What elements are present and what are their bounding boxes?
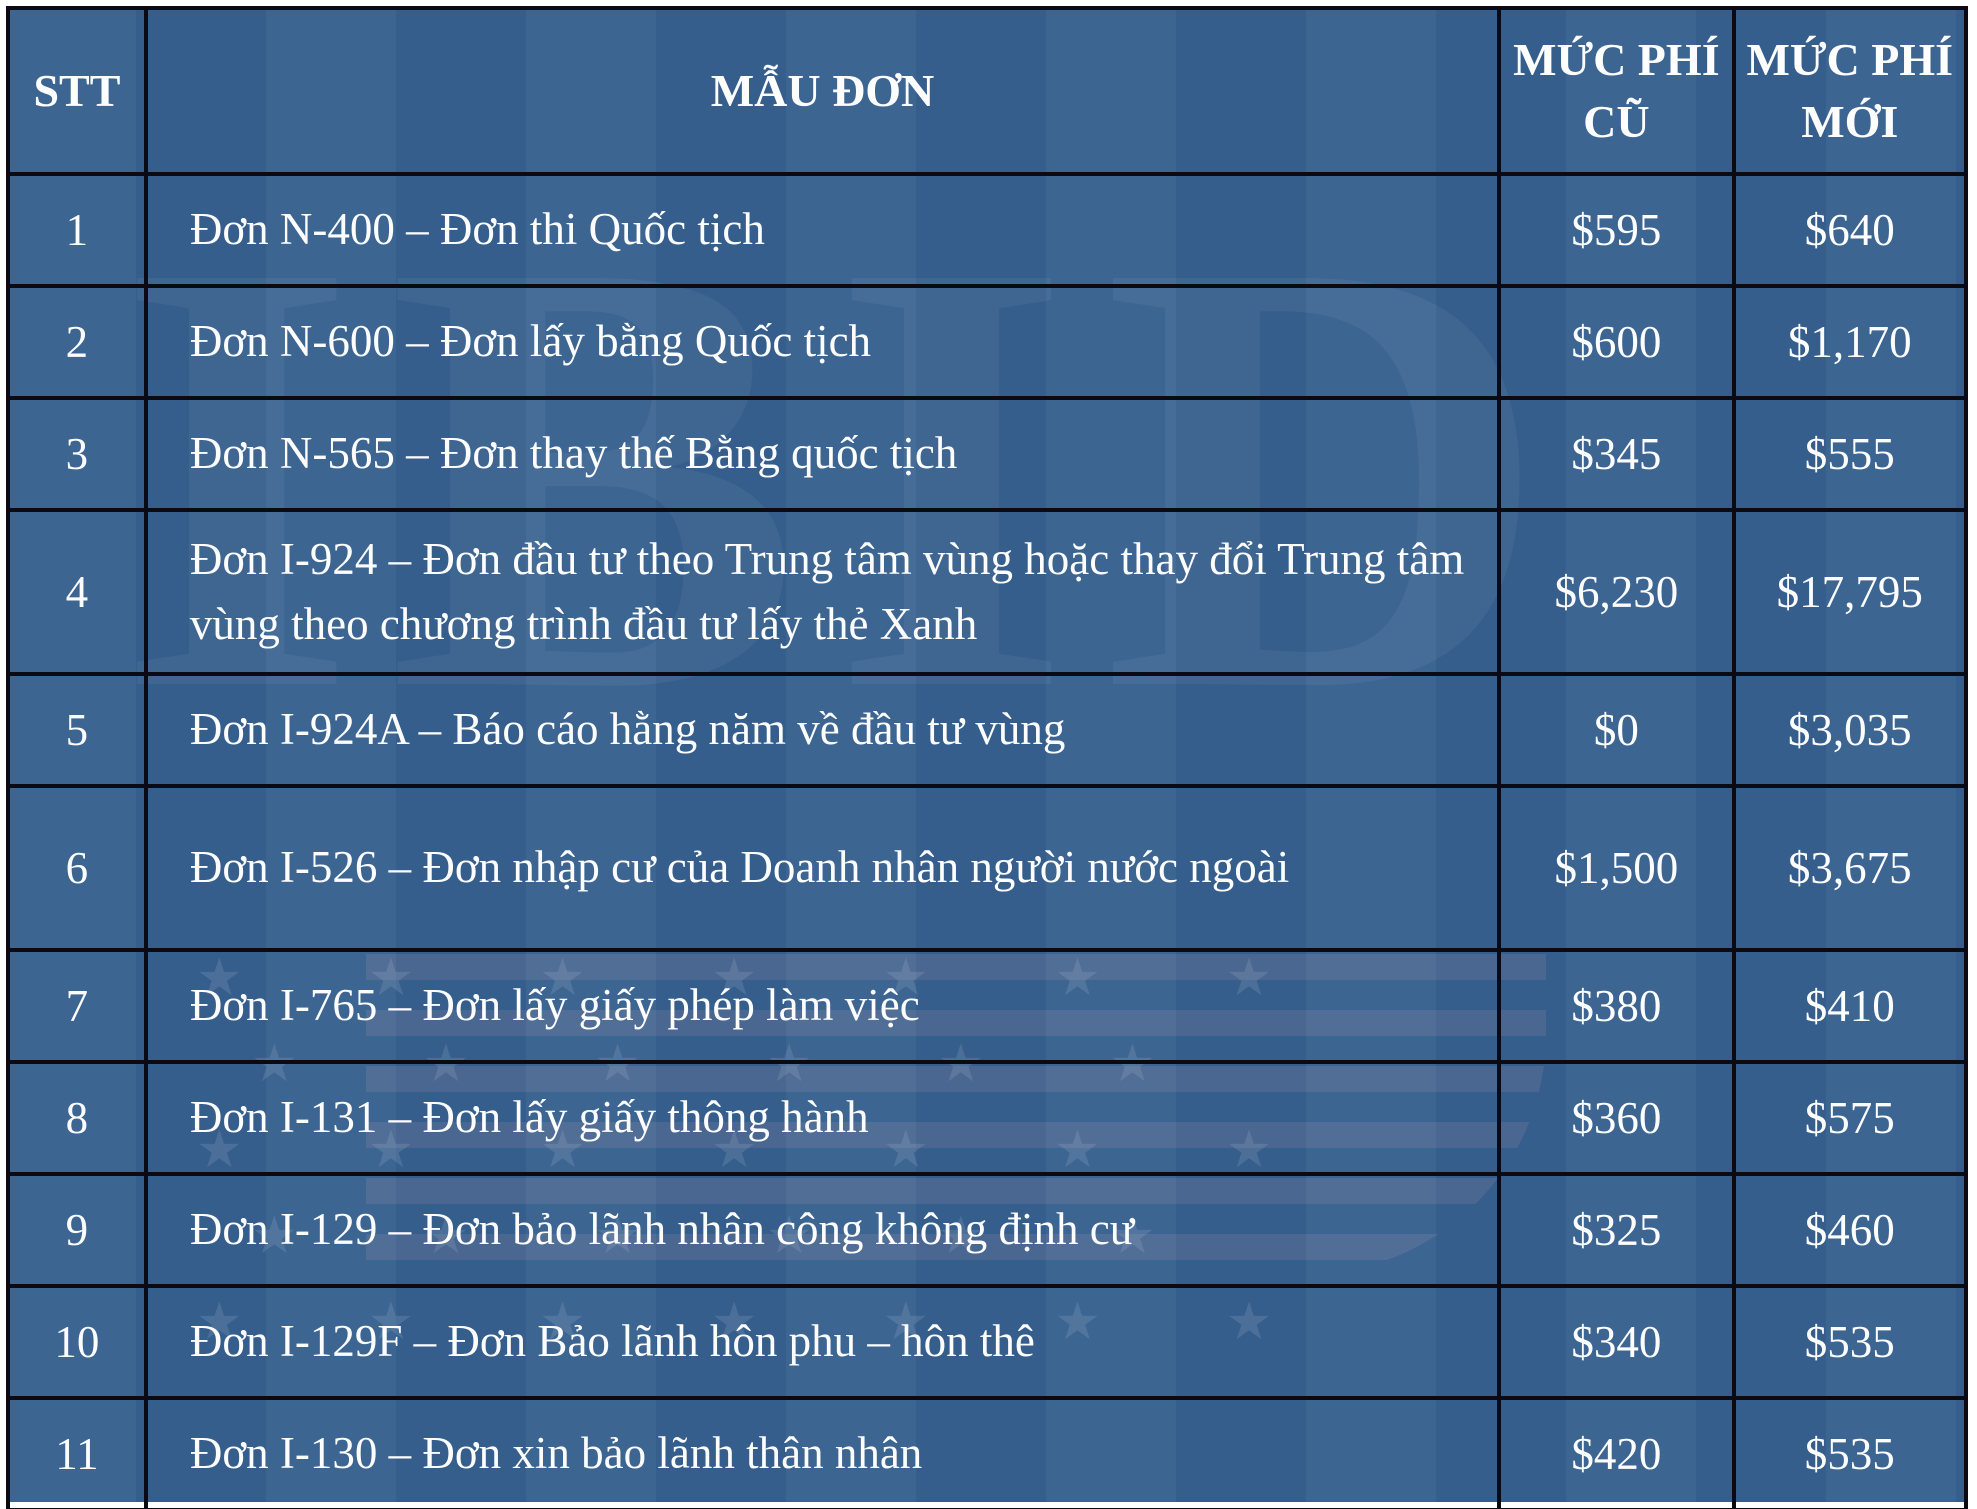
new-fee-value: $460 — [1731, 1172, 1969, 1288]
header-new-fee: MỨC PHÍ MỚI — [1731, 6, 1969, 176]
header-form: MẪU ĐƠN — [143, 6, 1502, 176]
table-row: 10 Đơn I-129F – Đơn Bảo lãnh hôn phu – hô… — [6, 1284, 1969, 1400]
table-row: 4 Đơn I-924 – Đơn đầu tư theo Trung tâm v… — [6, 508, 1969, 676]
table-row: 6 Đơn I-526 – Đơn nhập cư của Doanh nhân … — [6, 784, 1969, 952]
old-fee-value: $340 — [1497, 1284, 1736, 1400]
table-row: 2 Đơn N-600 – Đơn lấy bằng Quốc tịch $600 $… — [6, 284, 1969, 400]
new-fee-value: $535 — [1731, 1284, 1969, 1400]
form-name: Đơn N-400 – Đơn thi Quốc tịch — [143, 172, 1502, 288]
form-name: Đơn I-924A – Báo cáo hằng năm về đầu tư … — [143, 672, 1502, 788]
fee-table-area: IBID ★ ★ ★ ★ ★ ★ ★ ★ ★ ★ ★ ★ ★ ★ ★ ★ ★ ★ ★… — [6, 6, 1969, 1509]
form-name: Đơn I-924 – Đơn đầu tư theo Trung tâm vù… — [143, 508, 1502, 676]
row-number: 1 — [6, 172, 148, 288]
old-fee-value: $345 — [1497, 396, 1736, 512]
form-name: Đơn N-565 – Đơn thay thế Bằng quốc tịch — [143, 396, 1502, 512]
old-fee-value: $325 — [1497, 1172, 1736, 1288]
row-number: 2 — [6, 284, 148, 400]
header-old-fee: MỨC PHÍ CŨ — [1497, 6, 1736, 176]
old-fee-value: $6,230 — [1497, 508, 1736, 676]
old-fee-value: $420 — [1497, 1396, 1736, 1509]
table-row: 9 Đơn I-129 – Đơn bảo lãnh nhân công khôn… — [6, 1172, 1969, 1288]
row-number: 5 — [6, 672, 148, 788]
form-name: Đơn I-526 – Đơn nhập cư của Doanh nhân n… — [143, 784, 1502, 952]
row-number: 10 — [6, 1284, 148, 1400]
row-number: 9 — [6, 1172, 148, 1288]
row-number: 4 — [6, 508, 148, 676]
old-fee-value: $360 — [1497, 1060, 1736, 1176]
new-fee-value: $1,170 — [1731, 284, 1969, 400]
old-fee-value: $0 — [1497, 672, 1736, 788]
old-fee-value: $595 — [1497, 172, 1736, 288]
row-number: 8 — [6, 1060, 148, 1176]
row-number: 7 — [6, 948, 148, 1064]
fee-comparison-table: STT MẪU ĐƠN MỨC PHÍ CŨ MỨC PHÍ MỚI 1 Đơn … — [6, 6, 1969, 1509]
form-name: Đơn I-131 – Đơn lấy giấy thông hành — [143, 1060, 1502, 1176]
old-fee-value: $380 — [1497, 948, 1736, 1064]
new-fee-value: $17,795 — [1731, 508, 1969, 676]
new-fee-value: $3,675 — [1731, 784, 1969, 952]
new-fee-value: $3,035 — [1731, 672, 1969, 788]
form-name: Đơn I-130 – Đơn xin bảo lãnh thân nhân — [143, 1396, 1502, 1509]
old-fee-value: $600 — [1497, 284, 1736, 400]
row-number: 11 — [6, 1396, 148, 1509]
table-row: 7 Đơn I-765 – Đơn lấy giấy phép làm việc $… — [6, 948, 1969, 1064]
table-row: 11 Đơn I-130 – Đơn xin bảo lãnh thân nhân… — [6, 1396, 1969, 1509]
table-row: 5 Đơn I-924A – Báo cáo hằng năm về đầu tư… — [6, 672, 1969, 788]
table-row: 8 Đơn I-131 – Đơn lấy giấy thông hành $360… — [6, 1060, 1969, 1176]
table-header: STT MẪU ĐƠN MỨC PHÍ CŨ MỨC PHÍ MỚI — [6, 6, 1969, 176]
form-name: Đơn I-129 – Đơn bảo lãnh nhân công không… — [143, 1172, 1502, 1288]
table-row: 3 Đơn N-565 – Đơn thay thế Bằng quốc tịch… — [6, 396, 1969, 512]
form-name: Đơn I-765 – Đơn lấy giấy phép làm việc — [143, 948, 1502, 1064]
row-number: 3 — [6, 396, 148, 512]
new-fee-value: $575 — [1731, 1060, 1969, 1176]
new-fee-value: $555 — [1731, 396, 1969, 512]
form-name: Đơn N-600 – Đơn lấy bằng Quốc tịch — [143, 284, 1502, 400]
table-row: 1 Đơn N-400 – Đơn thi Quốc tịch $595 $640 — [6, 172, 1969, 288]
header-stt: STT — [6, 6, 148, 176]
new-fee-value: $640 — [1731, 172, 1969, 288]
header-row: STT MẪU ĐƠN MỨC PHÍ CŨ MỨC PHÍ MỚI — [6, 6, 1969, 176]
table-body: 1 Đơn N-400 – Đơn thi Quốc tịch $595 $640 2 Đ… — [6, 172, 1969, 1509]
new-fee-value: $410 — [1731, 948, 1969, 1064]
old-fee-value: $1,500 — [1497, 784, 1736, 952]
new-fee-value: $535 — [1731, 1396, 1969, 1509]
row-number: 6 — [6, 784, 148, 952]
form-name: Đơn I-129F – Đơn Bảo lãnh hôn phu – hôn … — [143, 1284, 1502, 1400]
